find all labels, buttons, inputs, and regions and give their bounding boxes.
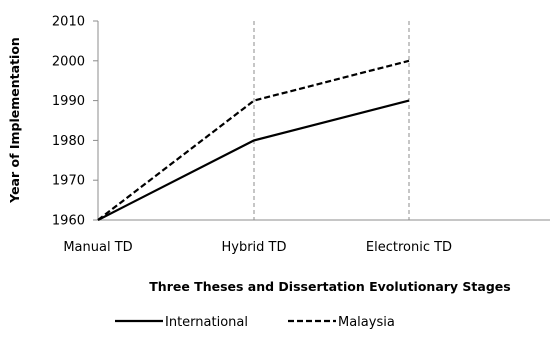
y-axis-ticks: 1960 1970 1980 1990 2000 2010 [52, 15, 98, 229]
x-tick-label: Hybrid TD [221, 240, 286, 255]
legend: International Malaysia [115, 315, 395, 330]
y-tick-label: 2010 [52, 15, 85, 30]
y-tick-label: 1980 [52, 134, 85, 149]
y-tick-label: 2000 [52, 54, 85, 69]
series-line-international [98, 101, 409, 220]
legend-label-international: International [165, 315, 248, 330]
x-tick-label: Electronic TD [366, 240, 452, 255]
x-axis-title: Three Theses and Dissertation Evolutiona… [149, 279, 510, 294]
y-tick-label: 1960 [52, 214, 85, 229]
axes [98, 21, 550, 220]
x-tick-label: Manual TD [63, 240, 132, 255]
y-axis-title: Year of Implementation [7, 37, 22, 204]
y-tick-label: 1990 [52, 94, 85, 109]
x-axis-ticks: Manual TD Hybrid TD Electronic TD [63, 240, 452, 255]
legend-label-malaysia: Malaysia [338, 315, 395, 330]
y-tick-label: 1970 [52, 174, 85, 189]
